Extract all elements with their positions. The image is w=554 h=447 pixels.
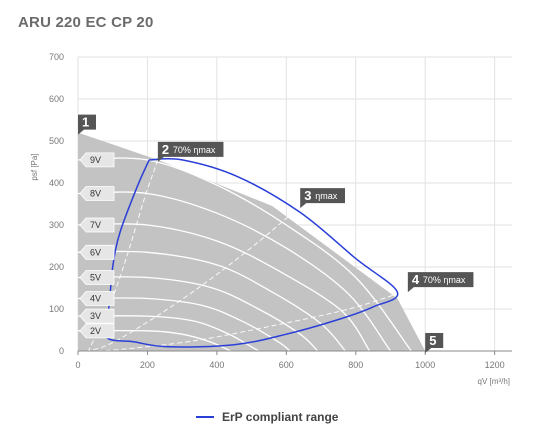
voltage-label-text: 6V [90, 247, 101, 257]
efficiency-line [88, 205, 301, 352]
y-tick-label: 600 [49, 94, 64, 104]
voltage-label-8v: 8V [79, 186, 115, 201]
voltage-label-text: 8V [90, 189, 101, 199]
x-tick-label: 400 [209, 360, 224, 370]
voltage-label-bg [79, 291, 115, 306]
marker-text: 70% ηmax [423, 275, 466, 285]
x-tick-label: 600 [279, 360, 294, 370]
voltage-label-bg [79, 270, 115, 285]
marker-number: 2 [162, 142, 169, 157]
y-tick-label: 0 [59, 346, 64, 356]
marker-4: 4 70% ηmax [407, 272, 474, 293]
voltage-label-bg [79, 308, 115, 324]
voltage-label-bg [79, 244, 115, 260]
marker-2: 2 70% ηmax [157, 141, 224, 162]
erp-range [103, 157, 399, 348]
voltage-label-4v: 4V [79, 291, 115, 306]
x-tick-label: 800 [348, 360, 363, 370]
voltage-curve-4v [77, 297, 291, 352]
erp-range-outline [103, 157, 399, 348]
voltage-label-text: 2V [90, 326, 101, 336]
marker-box [425, 333, 444, 353]
y-tick-label: 300 [49, 220, 64, 230]
marker-3: 3 ηmax [300, 188, 346, 209]
efficiency-line [87, 159, 159, 352]
axes: 0 200 400 600 800 1000 1200 0 100 200 300 400 500 600… [30, 52, 512, 386]
marker-text: 70% ηmax [173, 145, 216, 155]
x-tick-label: 200 [140, 360, 155, 370]
y-tick-label: 500 [49, 136, 64, 146]
voltage-labels: 9V 8V 7V 6V 5V 4V 3V 2V [79, 152, 115, 339]
legend: ErP compliant range [196, 410, 338, 424]
working-area-polygon [78, 132, 426, 351]
voltage-label-bg [79, 217, 115, 233]
efficiency-line [95, 289, 408, 352]
voltage-label-text: 3V [90, 311, 101, 321]
x-tick-label: 0 [75, 360, 80, 370]
marker-box [78, 114, 96, 135]
voltage-curve-9v [77, 157, 412, 352]
legend-swatch-erp [196, 416, 214, 418]
x-tick-label: 1200 [485, 360, 505, 370]
voltage-label-2v: 2V [79, 323, 115, 339]
x-axis-label: qV [m³/h] [478, 377, 510, 386]
marker-1: 1 [78, 114, 96, 135]
voltage-label-bg [79, 323, 115, 339]
x-tick-label: 1000 [415, 360, 435, 370]
marker-box [300, 188, 346, 209]
voltage-label-text: 4V [90, 294, 101, 304]
chart-title: ARU 220 EC CP 20 [18, 14, 154, 31]
voltage-curve-7v [77, 223, 371, 352]
voltage-label-text: 5V [90, 273, 101, 283]
voltage-label-9v: 9V [79, 152, 115, 168]
voltage-label-5v: 5V [79, 270, 115, 285]
marker-text: ηmax [315, 191, 338, 201]
efficiency-lines [87, 159, 408, 352]
y-tick-label: 100 [49, 304, 64, 314]
voltage-label-6v: 6V [79, 244, 115, 260]
y-axis-label: psf [Pa] [30, 153, 39, 180]
voltage-curve-8v [77, 191, 392, 352]
voltage-label-bg [79, 152, 115, 168]
voltage-label-3v: 3V [79, 308, 115, 324]
voltage-label-text: 7V [90, 220, 101, 230]
marker-5: 5 [425, 333, 444, 353]
marker-number: 1 [82, 115, 89, 130]
y-tick-label: 700 [49, 52, 64, 62]
marker-number: 4 [412, 272, 420, 287]
marker-number: 5 [429, 333, 436, 348]
voltage-curve-5v [77, 276, 319, 352]
y-tick-label: 400 [49, 178, 64, 188]
legend-label-erp: ErP compliant range [222, 410, 339, 424]
y-tick-label: 200 [49, 262, 64, 272]
voltage-curve-2v [77, 329, 232, 352]
marker-box [407, 272, 474, 293]
marker-box [157, 141, 224, 162]
marker-number: 3 [304, 188, 311, 203]
chart: 0 200 400 600 800 1000 1200 0 100 200 300 400 500 600… [30, 52, 512, 386]
voltage-curve-3v [77, 315, 260, 352]
voltage-label-7v: 7V [79, 217, 115, 233]
voltage-label-bg [79, 186, 115, 201]
working-area [78, 132, 426, 351]
voltage-label-text: 9V [90, 155, 101, 165]
